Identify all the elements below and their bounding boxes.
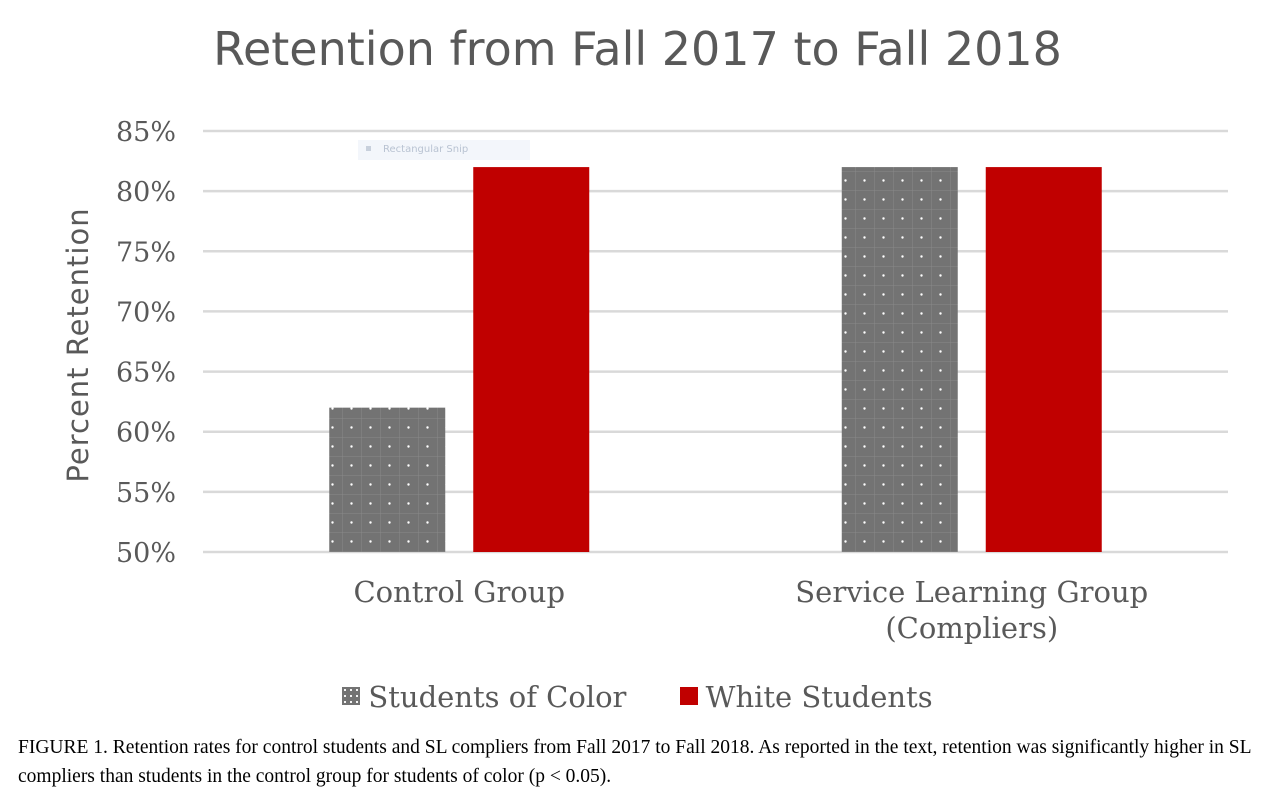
y-tick-label: 60% <box>116 418 176 449</box>
bars <box>329 167 1102 553</box>
y-tick-label: 80% <box>116 177 176 208</box>
legend-item-white-students: White Students <box>679 680 933 714</box>
category-labels: Control Group Service Learning Group(Comp… <box>353 575 1148 645</box>
bar-students-of-color <box>841 167 958 553</box>
category-label: Control Group <box>353 575 565 609</box>
snip-label: Rectangular Snip <box>383 144 469 155</box>
y-tick-labels: 50% 55% 60% 65% 70% 75% 80% 85% <box>116 117 176 569</box>
snip-icon <box>366 146 371 151</box>
legend: Students of Color White Students <box>0 680 1275 714</box>
figure-caption: FIGURE 1. Retention rates for control st… <box>18 737 1251 787</box>
y-tick-label: 85% <box>116 117 176 148</box>
bar-white-students <box>985 167 1102 553</box>
y-tick-label: 55% <box>116 478 176 509</box>
y-tick-label: 50% <box>116 538 176 569</box>
legend-label-students-of-color: Students of Color <box>368 680 627 714</box>
legend-label-white-students: White Students <box>705 680 933 714</box>
y-tick-label: 70% <box>116 297 176 328</box>
y-tick-label: 75% <box>116 237 176 268</box>
legend-item-students-of-color: Students of Color <box>342 680 626 714</box>
rectangular-snip-overlay[interactable]: Rectangular Snip <box>358 140 530 160</box>
chart-title: Retention from Fall 2017 to Fall 2018 <box>213 22 1062 76</box>
bar-students-of-color <box>329 407 446 552</box>
category-label: Service Learning Group <box>795 575 1148 609</box>
category-label: (Compliers) <box>885 611 1058 645</box>
legend-swatch-white-students <box>679 687 698 705</box>
bar-white-students <box>473 167 590 553</box>
y-tick-label: 65% <box>116 358 176 389</box>
legend-swatch-students-of-color <box>342 687 361 705</box>
